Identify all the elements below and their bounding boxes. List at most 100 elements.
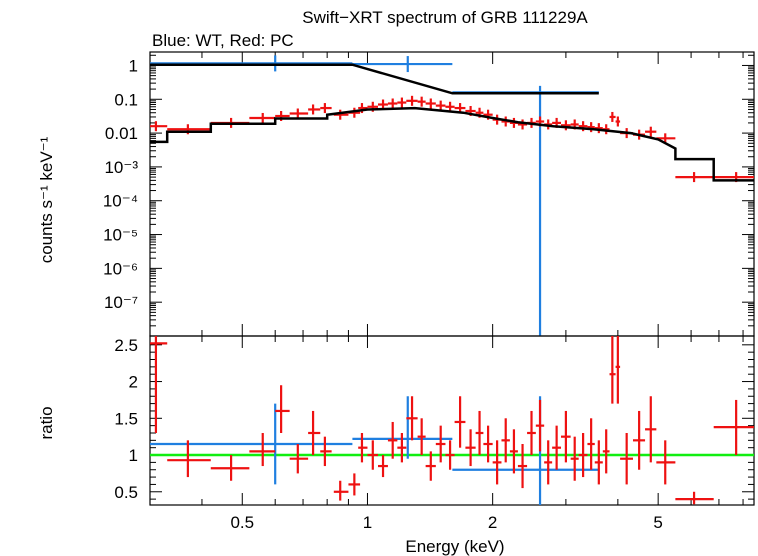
spectrum-data-point: [609, 111, 616, 122]
spectrum-data-point: [615, 116, 621, 127]
spectrum-data-point: [587, 122, 595, 133]
bottom-y-tick-label: 1.5: [114, 409, 138, 428]
spectrum-data-point: [320, 103, 332, 114]
ratio-data-point: [587, 418, 595, 470]
ratio-data-point: [675, 491, 714, 505]
ratio-data-point: [465, 429, 476, 467]
spectrum-data-point: [397, 97, 407, 108]
model-step-line: [150, 63, 599, 95]
spectrum-data-point: [517, 119, 528, 130]
bottom-y-tick-label: 0.5: [114, 483, 138, 502]
ratio-data-point: [483, 425, 493, 463]
x-tick-label: 0.5: [230, 513, 254, 532]
ratio-data-point: [517, 444, 528, 489]
x-tick-label: 5: [653, 513, 662, 532]
ratio-data-point: [210, 455, 250, 481]
ratio-data-point: [544, 440, 553, 485]
ratio-data-point: [509, 429, 518, 474]
ratio-data-point: [308, 410, 321, 456]
x-axis-label: Energy (keV): [405, 537, 504, 556]
spectrum-data-point: [150, 55, 353, 72]
ratio-data-point: [150, 336, 168, 433]
ratio-data-point: [633, 410, 646, 470]
spectrum-data-point: [435, 100, 446, 111]
spectrum-data-point: [417, 96, 426, 107]
spectrum-data-point: [675, 172, 714, 183]
ratio-data-point: [561, 410, 571, 463]
spectrum-data-point: [645, 126, 657, 137]
ratio-data-point: [615, 336, 621, 404]
model-step-line: [150, 106, 754, 182]
ratio-data-point: [445, 440, 455, 470]
top-y-tick-label: 10⁻⁵: [103, 226, 138, 245]
ratio-data-point: [609, 336, 616, 404]
bottom-y-tick-label: 2.5: [114, 336, 138, 355]
x-tick-label: 2: [488, 513, 497, 532]
ratio-panel: 0.5 1 2 5 0.5 1 1.5 2 2.5: [114, 335, 755, 532]
ratio-data-point: [320, 436, 332, 467]
ratio-data-point: [275, 385, 290, 433]
chart-title: Swift−XRT spectrum of GRB 111229A: [302, 8, 588, 27]
spectrum-data-point: [561, 120, 571, 131]
ratio-data-point: [713, 399, 754, 456]
ratio-data-point: [602, 429, 610, 474]
top-y-tick-label: 10⁻⁶: [103, 259, 138, 278]
ratio-data-point: [475, 410, 484, 456]
ratio-data-point: [358, 432, 368, 463]
ratio-data-point: [501, 418, 510, 463]
ratio-data-point: [535, 399, 545, 452]
ratio-data-point: [656, 440, 676, 485]
ratio-data-point: [397, 432, 407, 463]
bottom-y-tick-label: 1: [129, 446, 138, 465]
ratio-data-point: [452, 396, 599, 505]
top-y-tick-label: 0.01: [105, 124, 138, 143]
spectrum-data-point: [425, 98, 436, 109]
ratio-data-point: [289, 444, 309, 474]
top-y-axis-label: counts s⁻¹ keV⁻¹: [37, 136, 56, 263]
spectrum-data-point: [150, 121, 168, 132]
ratio-data-point: [348, 473, 361, 496]
spectrum-data-point: [445, 101, 455, 112]
ratio-data-point: [167, 440, 211, 478]
spectrum-data-point: [249, 112, 276, 123]
spectrum-data-point: [352, 56, 453, 73]
bottom-y-tick-label: 2: [129, 373, 138, 392]
ratio-data-point: [570, 436, 579, 481]
spectrum-data-point: [594, 123, 603, 134]
bottom-plot-area: [150, 336, 754, 505]
spectrum-panel: 1 0.1 0.01 10⁻³ 10⁻⁴ 10⁻⁵ 10⁻⁶ 10⁻⁷: [103, 51, 755, 337]
top-y-tick-label: 10⁻⁷: [104, 293, 138, 312]
ratio-data-point: [425, 451, 436, 481]
bottom-y-axis-label: ratio: [37, 406, 56, 439]
ratio-data-point: [578, 432, 588, 478]
ratio-data-point: [367, 440, 378, 470]
ratio-data-point: [492, 440, 502, 485]
ratio-data-point: [645, 396, 657, 463]
ratio-data-point: [417, 418, 426, 456]
chart-subtitle: Blue: WT, Red: PC: [152, 31, 294, 50]
ratio-data-point: [435, 425, 446, 463]
ratio-data-point: [454, 396, 466, 448]
ratio-data-point: [406, 396, 418, 441]
ratio-data-point: [387, 421, 398, 459]
ratio-data-point: [527, 410, 536, 456]
top-panel-frame: [149, 51, 755, 337]
ratio-data-point: [594, 440, 603, 485]
spectrum-data-point: [387, 98, 398, 109]
ratio-data-point: [249, 432, 276, 467]
spectrum-data-point: [289, 108, 309, 119]
top-y-tick-label: 1: [129, 56, 138, 75]
ratio-data-point: [150, 403, 353, 485]
top-y-tick-label: 10⁻⁴: [103, 192, 138, 211]
ratio-data-point: [377, 455, 388, 478]
ratio-data-point: [620, 432, 634, 485]
x-tick-label: 1: [363, 513, 372, 532]
spectrum-data-point: [656, 133, 676, 144]
top-plot-area: [150, 55, 754, 336]
spectrum-data-point: [308, 104, 321, 115]
ratio-data-point: [333, 480, 349, 501]
ratio-data-point: [552, 425, 562, 470]
bottom-panel-frame: [149, 335, 755, 506]
top-y-tick-label: 10⁻³: [104, 158, 138, 177]
